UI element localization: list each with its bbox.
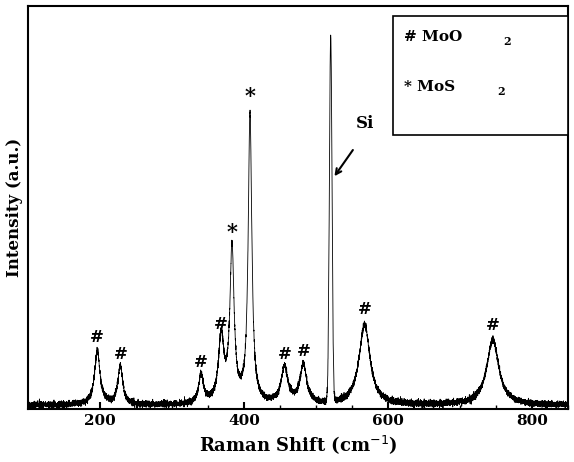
Text: 2: 2 bbox=[503, 36, 511, 47]
Text: #: # bbox=[214, 316, 228, 333]
Text: #: # bbox=[296, 343, 311, 360]
Text: *: * bbox=[245, 86, 255, 106]
Text: * MoS: * MoS bbox=[404, 80, 455, 94]
FancyBboxPatch shape bbox=[393, 16, 568, 135]
Text: *: * bbox=[227, 222, 238, 242]
X-axis label: Raman Shift (cm$^{-1}$): Raman Shift (cm$^{-1}$) bbox=[199, 433, 398, 456]
Text: #: # bbox=[358, 301, 371, 317]
Text: #: # bbox=[278, 346, 292, 363]
Text: #: # bbox=[486, 317, 500, 334]
Text: #: # bbox=[194, 353, 208, 371]
Y-axis label: Intensity (a.u.): Intensity (a.u.) bbox=[6, 138, 22, 277]
Text: #: # bbox=[90, 328, 104, 346]
Text: 2: 2 bbox=[497, 86, 505, 97]
Text: #: # bbox=[114, 346, 127, 363]
Text: # MoO: # MoO bbox=[404, 30, 462, 44]
Text: Si: Si bbox=[356, 116, 374, 133]
